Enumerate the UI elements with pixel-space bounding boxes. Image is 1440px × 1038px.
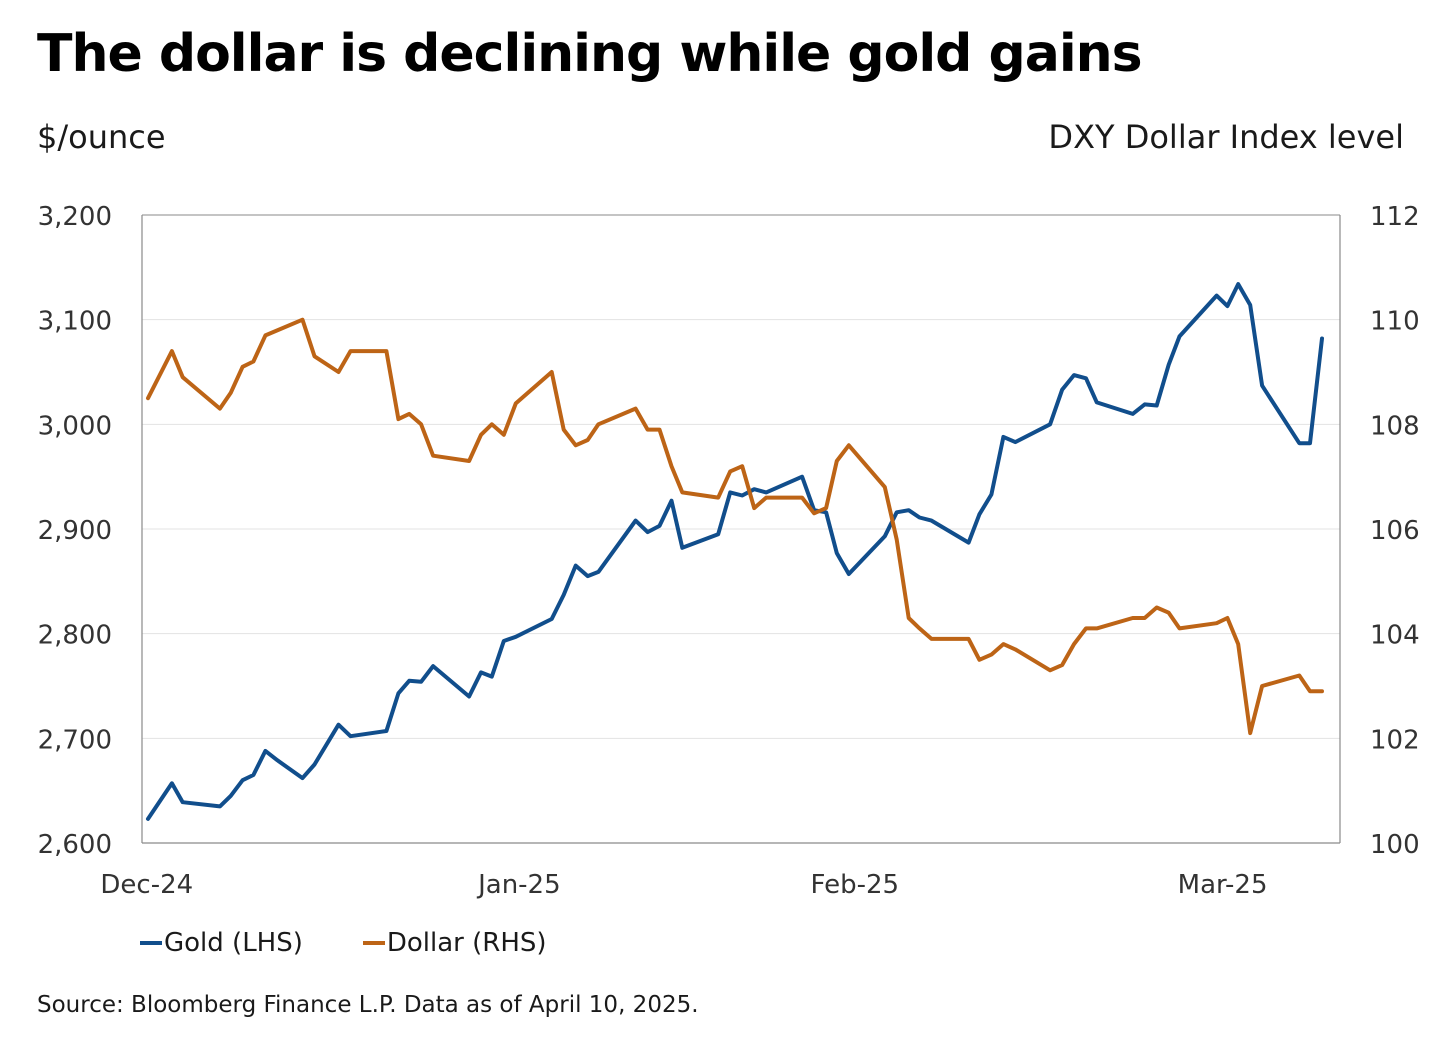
legend-label-gold: Gold (LHS) [164,928,303,958]
right-tick-label: 106 [1370,516,1420,546]
right-tick-label: 108 [1370,411,1420,441]
legend-item-gold: Gold (LHS) [140,928,303,958]
left-tick-label: 2,700 [38,725,112,755]
left-tick-label: 2,900 [38,516,112,546]
gold-series-line [146,282,1324,821]
dual-axis-line-chart: 2,600 100 2,700 102 2,800 104 2,900 106 3,000 108… [38,202,1420,900]
x-tick-label: Dec-24 [100,870,193,900]
x-tick-label: Jan-25 [476,870,561,900]
right-axis-unit: DXY Dollar Index level [1048,118,1404,156]
dollar-series-line [146,317,1324,736]
left-axis-unit: $/ounce [37,118,166,156]
x-tick-label: Feb-25 [811,870,900,900]
left-tick-label: 3,200 [38,202,112,232]
right-tick-label: 104 [1370,621,1420,651]
right-tick-label: 110 [1370,307,1420,337]
legend-label-dollar: Dollar (RHS) [386,928,547,958]
left-tick-label: 3,100 [38,307,112,337]
left-tick-label: 2,800 [38,621,112,651]
source-note: Source: Bloomberg Finance L.P. Data as o… [37,992,699,1018]
legend-swatch-gold [140,941,162,945]
chart-legend: Gold (LHS) Dollar (RHS) [140,928,547,958]
left-tick-label: 2,600 [38,830,112,860]
x-tick-label: Mar-25 [1178,870,1268,900]
right-tick-label: 100 [1370,830,1420,860]
left-tick-label: 3,000 [38,411,112,441]
right-tick-label: 112 [1370,202,1420,232]
legend-swatch-dollar [362,941,385,945]
chart-title: The dollar is declining while gold gains [37,24,1143,84]
legend-item-dollar: Dollar (RHS) [362,928,547,958]
right-tick-label: 102 [1370,725,1420,755]
